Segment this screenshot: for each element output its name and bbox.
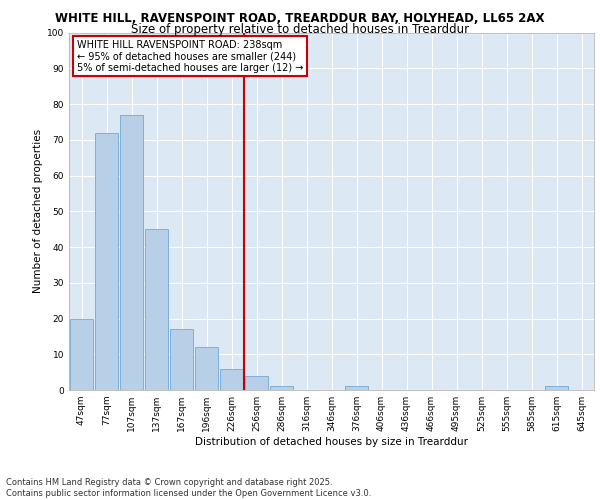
Bar — [345, 386, 368, 390]
Bar — [170, 329, 193, 390]
Text: Contains HM Land Registry data © Crown copyright and database right 2025.
Contai: Contains HM Land Registry data © Crown c… — [6, 478, 371, 498]
Bar — [195, 347, 218, 390]
Bar — [245, 376, 268, 390]
Text: Size of property relative to detached houses in Trearddur: Size of property relative to detached ho… — [131, 22, 469, 36]
X-axis label: Distribution of detached houses by size in Trearddur: Distribution of detached houses by size … — [195, 437, 468, 447]
Y-axis label: Number of detached properties: Number of detached properties — [33, 129, 43, 294]
Bar — [70, 318, 93, 390]
Bar — [270, 386, 293, 390]
Text: WHITE HILL RAVENSPOINT ROAD: 238sqm
← 95% of detached houses are smaller (244)
5: WHITE HILL RAVENSPOINT ROAD: 238sqm ← 95… — [77, 40, 303, 73]
Bar — [95, 132, 118, 390]
Bar — [545, 386, 568, 390]
Bar — [220, 368, 243, 390]
Bar — [145, 229, 168, 390]
Text: WHITE HILL, RAVENSPOINT ROAD, TREARDDUR BAY, HOLYHEAD, LL65 2AX: WHITE HILL, RAVENSPOINT ROAD, TREARDDUR … — [55, 12, 545, 26]
Bar — [120, 114, 143, 390]
